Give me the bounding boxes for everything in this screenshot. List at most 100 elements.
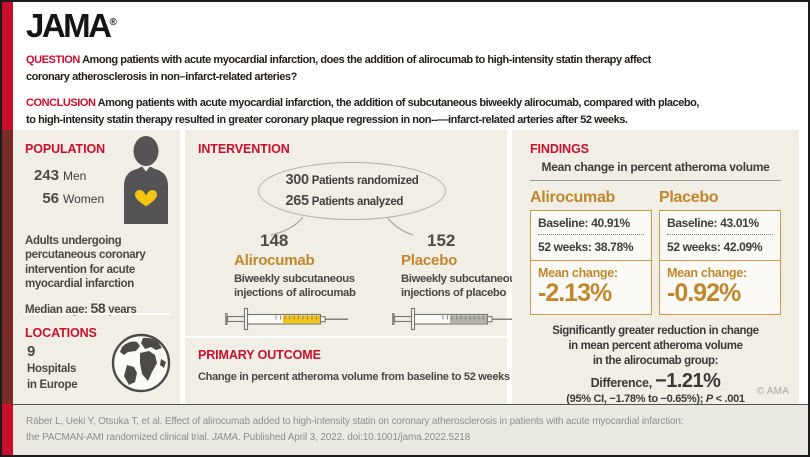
alirocumab-desc-line1: Biweekly subcutaneous bbox=[234, 272, 355, 285]
primary-outcome-text: Change in percent atheroma volume from b… bbox=[198, 371, 510, 383]
findings-subtitle: Mean change in percent atheroma volume bbox=[530, 160, 781, 181]
randomized-label: Patients randomized bbox=[311, 174, 419, 187]
conclusion-label: CONCLUSION bbox=[26, 96, 96, 109]
men-row: 243 Men bbox=[25, 165, 170, 188]
p-value: < .001 bbox=[712, 392, 745, 405]
findings-alirocumab-column: Alirocumab Baseline: 40.91% 52 weeks: 38… bbox=[530, 188, 652, 315]
citation-line2-post: . Published April 3, 2022. doi:10.1001/j… bbox=[237, 431, 471, 443]
alirocumab-group: 148 Alirocumab Biweekly subcutaneous inj… bbox=[225, 231, 364, 332]
population-panel: POPULATION 243 Men 56 Women Adults undergo… bbox=[13, 130, 180, 404]
randomized-row: 300 Patients randomized bbox=[285, 170, 418, 191]
placebo-group: 152 Placebo Biweekly subcutaneous inject… bbox=[392, 231, 531, 332]
citation-journal: JAMA bbox=[211, 431, 238, 443]
findings-placebo-values: Baseline: 43.01% 52 weeks: 42.09% bbox=[660, 211, 780, 260]
women-row: 56 Women bbox=[25, 188, 170, 211]
intervention-panel: INTERVENTION 300 Patients randomized 265 P… bbox=[185, 130, 522, 404]
placebo-count: 152 bbox=[427, 231, 456, 250]
summary-line2: in mean percent atheroma volume bbox=[568, 339, 743, 352]
locations-title: LOCATIONS bbox=[25, 326, 97, 340]
findings-title: FINDINGS bbox=[530, 142, 589, 156]
primary-outcome-title: PRIMARY OUTCOME bbox=[198, 348, 321, 362]
ama-copyright: © AMA bbox=[756, 386, 789, 397]
women-label: Women bbox=[63, 191, 105, 206]
median-age-value: 58 bbox=[90, 299, 106, 316]
locations-text: 9 Hospitals in Europe bbox=[27, 342, 78, 393]
intervention-outcome-divider bbox=[185, 336, 507, 338]
population-locations-divider bbox=[23, 313, 170, 315]
hospitals-count: 9 bbox=[27, 343, 36, 360]
alirocumab-name: Alirocumab bbox=[234, 251, 315, 269]
randomized-count: 300 bbox=[285, 171, 309, 188]
population-title: POPULATION bbox=[25, 142, 106, 156]
summary-line1: Significantly greater reduction in chang… bbox=[552, 324, 759, 337]
header: JAMA® QUESTION Among patients with acute… bbox=[13, 2, 808, 130]
placebo-baseline-value: Baseline: 43.01% bbox=[667, 216, 759, 231]
citation-line2: the PACMAN-AMI randomized clinical trial… bbox=[26, 430, 808, 446]
jama-logo: JAMA® bbox=[26, 7, 794, 44]
alirocumab-count: 148 bbox=[260, 231, 289, 250]
placebo-name: Placebo bbox=[401, 251, 458, 269]
alirocumab-desc-line2: injections of alirocumab bbox=[234, 286, 356, 299]
randomization-ellipse: 300 Patients randomized 265 Patients analy… bbox=[258, 162, 446, 220]
placebo-52weeks-value: 52 weeks: 42.09% bbox=[667, 240, 763, 255]
ci-text: (95% CI, −1.78% to −0.65%); bbox=[566, 392, 706, 405]
conclusion-text-line2: to high-intensity statin therapy resulte… bbox=[26, 114, 628, 127]
question-paragraph: QUESTION Among patients with acute myoca… bbox=[26, 52, 794, 87]
difference-value: −1.21% bbox=[655, 369, 721, 392]
alirocumab-baseline-value: Baseline: 40.91% bbox=[538, 216, 630, 231]
placebo-meanchange-value: -0.92% bbox=[667, 279, 741, 308]
findings-alirocumab-meanchange: Mean change: -2.13% bbox=[531, 260, 651, 314]
findings-alirocumab-box: Baseline: 40.91% 52 weeks: 38.78% Mean c… bbox=[530, 210, 652, 315]
intervention-title: INTERVENTION bbox=[198, 142, 290, 156]
question-label: QUESTION bbox=[26, 53, 80, 66]
analyzed-label: Patients analyzed bbox=[311, 196, 404, 208]
findings-summary: Significantly greater reduction in chang… bbox=[530, 324, 781, 369]
conclusion-paragraph: CONCLUSION Among patients with acute myo… bbox=[26, 95, 794, 130]
placebo-desc-line1: Biweekly subcutaneous bbox=[401, 272, 522, 285]
findings-placebo-header: Placebo bbox=[659, 189, 719, 206]
locations-line2: in Europe bbox=[27, 378, 78, 391]
difference-label: Difference, bbox=[590, 375, 656, 390]
summary-line3: in the alirocumab group: bbox=[592, 354, 719, 367]
registered-mark: ® bbox=[109, 17, 117, 28]
question-text-line2: coronary atherosclerosis in non–infarct-… bbox=[26, 71, 297, 84]
men-count: 243 bbox=[33, 167, 59, 184]
population-counts: 243 Men 56 Women bbox=[25, 165, 170, 210]
alirocumab-meanchange-value: -2.13% bbox=[538, 279, 612, 308]
left-accent-bar-bottom bbox=[2, 404, 13, 455]
placebo-syringe-icon bbox=[392, 307, 515, 330]
findings-panel: FINDINGS Mean change in percent atheroma… bbox=[512, 130, 799, 405]
men-label: Men bbox=[63, 169, 87, 183]
intervention-groups: 148 Alirocumab Biweekly subcutaneous inj… bbox=[225, 231, 522, 332]
placebo-description: Biweekly subcutaneous injections of plac… bbox=[401, 272, 531, 300]
left-accent-bar-middle bbox=[2, 130, 13, 404]
findings-placebo-box: Baseline: 43.01% 52 weeks: 42.09% Mean c… bbox=[659, 210, 781, 315]
locations-line1: Hospitals bbox=[27, 363, 77, 376]
alirocumab-description: Biweekly subcutaneous injections of alir… bbox=[234, 272, 364, 300]
left-accent-bar-top bbox=[2, 2, 13, 130]
findings-placebo-column: Placebo Baseline: 43.01% 52 weeks: 42.09… bbox=[659, 188, 781, 315]
alirocumab-meanchange-label: Mean change: bbox=[538, 266, 618, 281]
median-age: Median age: 58 years bbox=[25, 300, 170, 316]
citation-line1: Räber L, Ueki Y, Otsuka T, et al. Effect… bbox=[26, 416, 684, 427]
analyzed-row: 265 Patients analyzed bbox=[285, 191, 418, 212]
citation-line2-pre: the PACMAN-AMI randomized clinical trial… bbox=[26, 431, 212, 443]
jama-logo-text: JAMA bbox=[26, 7, 112, 44]
findings-columns: Alirocumab Baseline: 40.91% 52 weeks: 38… bbox=[530, 188, 781, 315]
analyzed-count: 265 bbox=[285, 193, 309, 209]
confidence-interval-line: (95% CI, −1.78% to −0.65%); P < .001 bbox=[530, 393, 781, 405]
median-age-prefix: Median age: bbox=[25, 303, 91, 316]
women-count: 56 bbox=[42, 189, 59, 207]
alirocumab-52weeks-value: 52 weeks: 38.78% bbox=[538, 240, 634, 255]
globe-icon bbox=[111, 333, 171, 393]
findings-alirocumab-values: Baseline: 40.91% 52 weeks: 38.78% bbox=[531, 211, 651, 260]
randomization-rows: 300 Patients randomized 265 Patients analy… bbox=[285, 170, 418, 212]
median-age-suffix: years bbox=[105, 303, 137, 316]
heart-icon bbox=[135, 190, 157, 207]
placebo-meanchange-label: Mean change: bbox=[667, 266, 747, 281]
findings-placebo-meanchange: Mean change: -0.92% bbox=[660, 260, 780, 314]
conclusion-text-line1: Among patients with acute myocardial inf… bbox=[97, 96, 700, 109]
footer-citation: Räber L, Ueki Y, Otsuka T, et al. Effect… bbox=[13, 404, 808, 455]
difference-line: Difference, −1.21% bbox=[530, 370, 781, 393]
